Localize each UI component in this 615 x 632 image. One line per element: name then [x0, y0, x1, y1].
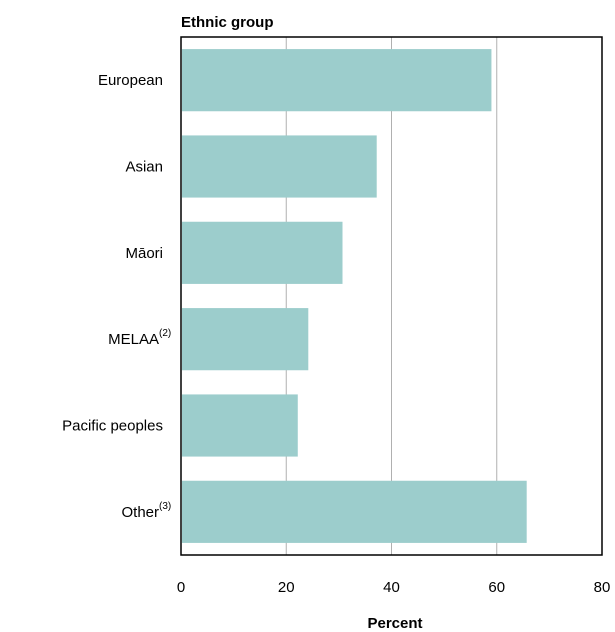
category-note-5: (3): [159, 501, 171, 512]
bar-5: [182, 480, 527, 543]
bars: [182, 49, 527, 543]
x-tick-label-1: 20: [278, 579, 295, 596]
bar-4: [182, 394, 298, 457]
gridlines: [285, 37, 498, 555]
bar-2: [182, 221, 343, 284]
x-tick-label-0: 0: [177, 579, 185, 596]
x-tick-label-3: 60: [488, 579, 505, 596]
category-label-0: European: [98, 72, 163, 89]
category-label-1: Asian: [125, 159, 163, 176]
chart-title: Ethnic group: [181, 14, 274, 31]
x-tick-label-4: 80: [594, 579, 611, 596]
category-labels: European Asian Māori MELAA (2) Pacific people…: [62, 72, 171, 521]
bar-3: [182, 308, 309, 371]
category-label-2: Māori: [125, 245, 163, 262]
bar-1: [182, 135, 377, 198]
category-label-5: Other: [121, 504, 159, 521]
category-note-3: (2): [159, 328, 171, 339]
category-label-4: Pacific peoples: [62, 418, 163, 435]
x-axis-label: Percent: [367, 615, 422, 632]
x-tick-labels: 0 20 40 60 80: [177, 579, 611, 596]
category-label-3: MELAA: [108, 331, 159, 348]
x-tick-label-2: 40: [383, 579, 400, 596]
plot-frame: [180, 36, 603, 556]
bar-0: [182, 49, 492, 112]
